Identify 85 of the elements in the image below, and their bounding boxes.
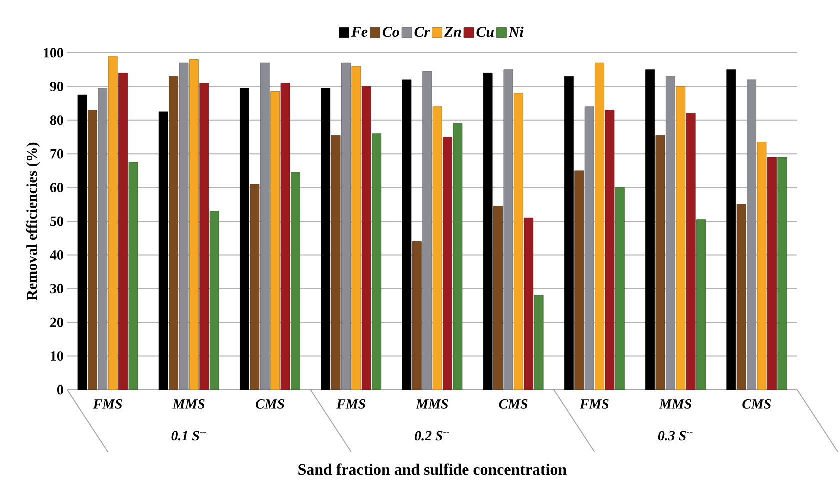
- bar: [270, 92, 280, 390]
- y-tick-label: 0: [57, 385, 64, 395]
- y-tick-label: 40: [50, 250, 64, 260]
- bar: [595, 62, 604, 390]
- legend-label: Ni: [508, 26, 524, 38]
- y-tick-label: 30: [50, 284, 64, 294]
- bar: [331, 135, 341, 390]
- x-tick-label: CMS: [256, 400, 284, 409]
- text: 0.3 S$^{--}$: [658, 431, 693, 441]
- bar: [412, 242, 422, 390]
- bar: [128, 162, 138, 390]
- y-tick-label: 80: [50, 116, 64, 126]
- legend-label: Zn: [444, 27, 462, 37]
- bar: [504, 70, 514, 390]
- text: 0.2 S$^{--}$: [415, 431, 450, 441]
- bar: [514, 93, 524, 390]
- y-tick-label: 100: [44, 48, 64, 58]
- x-tick-label: FMS: [336, 400, 366, 409]
- bar: [352, 66, 362, 390]
- bar: [778, 157, 788, 390]
- bar: [747, 80, 756, 390]
- text: 0.1 S$^{--}$: [172, 431, 206, 441]
- x-tick-label: MMS: [659, 400, 692, 409]
- y-axis-title: Removal efficiencies (%): [26, 142, 40, 301]
- bar: [767, 157, 777, 390]
- bar: [78, 94, 88, 390]
- y-tick-label: 60: [50, 183, 64, 193]
- bar: [240, 88, 250, 390]
- bar: [453, 124, 463, 390]
- legend-label: Co: [382, 27, 400, 38]
- x-tick-label: CMS: [742, 400, 772, 409]
- y-tick-label: 20: [50, 318, 64, 328]
- bar: [321, 88, 331, 390]
- bar: [646, 70, 655, 390]
- bar: [291, 172, 300, 390]
- y-tick-label: 90: [50, 82, 64, 92]
- legend-label: Cr: [414, 27, 430, 38]
- bar: [372, 134, 382, 390]
- bar: [200, 83, 210, 390]
- bar: [108, 56, 118, 390]
- bar: [686, 113, 696, 390]
- bar: [666, 76, 676, 390]
- bar: [443, 137, 452, 390]
- bar: [584, 106, 594, 390]
- y-tick-label: 10: [51, 352, 64, 362]
- legend-label: Cu: [476, 27, 494, 38]
- bar: [432, 106, 442, 390]
- bar: [260, 62, 270, 390]
- bar: [726, 70, 736, 390]
- bar: [574, 170, 584, 390]
- bar: [605, 110, 615, 390]
- bar: [88, 110, 98, 390]
- legend-label: Fe: [351, 27, 368, 38]
- y-tick-label: 50: [50, 216, 64, 226]
- bar: [362, 86, 372, 390]
- bar: [757, 142, 767, 390]
- x-tick-label: MMS: [416, 400, 448, 409]
- x-tick-label: MMS: [172, 400, 205, 409]
- bar: [483, 73, 493, 390]
- bar: [494, 206, 503, 390]
- bar: [656, 135, 666, 390]
- bar: [676, 86, 686, 390]
- bar: [118, 73, 128, 390]
- bar: [98, 88, 108, 390]
- bar: [342, 62, 351, 390]
- bar: [280, 83, 290, 390]
- bar: [615, 188, 625, 390]
- x-tick-label: FMS: [93, 400, 122, 409]
- x-tick-label: FMS: [580, 400, 609, 409]
- bar: [736, 204, 746, 390]
- bar: [190, 60, 199, 390]
- bar: [179, 62, 189, 390]
- bar: [402, 80, 412, 390]
- x-tick-label: CMS: [499, 400, 528, 409]
- bar: [534, 295, 544, 390]
- x-axis-title: Sand fraction and sulfide concentration: [298, 464, 567, 476]
- bar: [422, 71, 432, 390]
- bar: [158, 112, 168, 390]
- y-tick-label: 70: [50, 149, 64, 159]
- bar: [524, 218, 534, 390]
- bar: [210, 211, 220, 390]
- bar: [696, 220, 706, 390]
- bar: [564, 76, 574, 390]
- bar: [250, 184, 260, 390]
- bar: [169, 76, 179, 390]
